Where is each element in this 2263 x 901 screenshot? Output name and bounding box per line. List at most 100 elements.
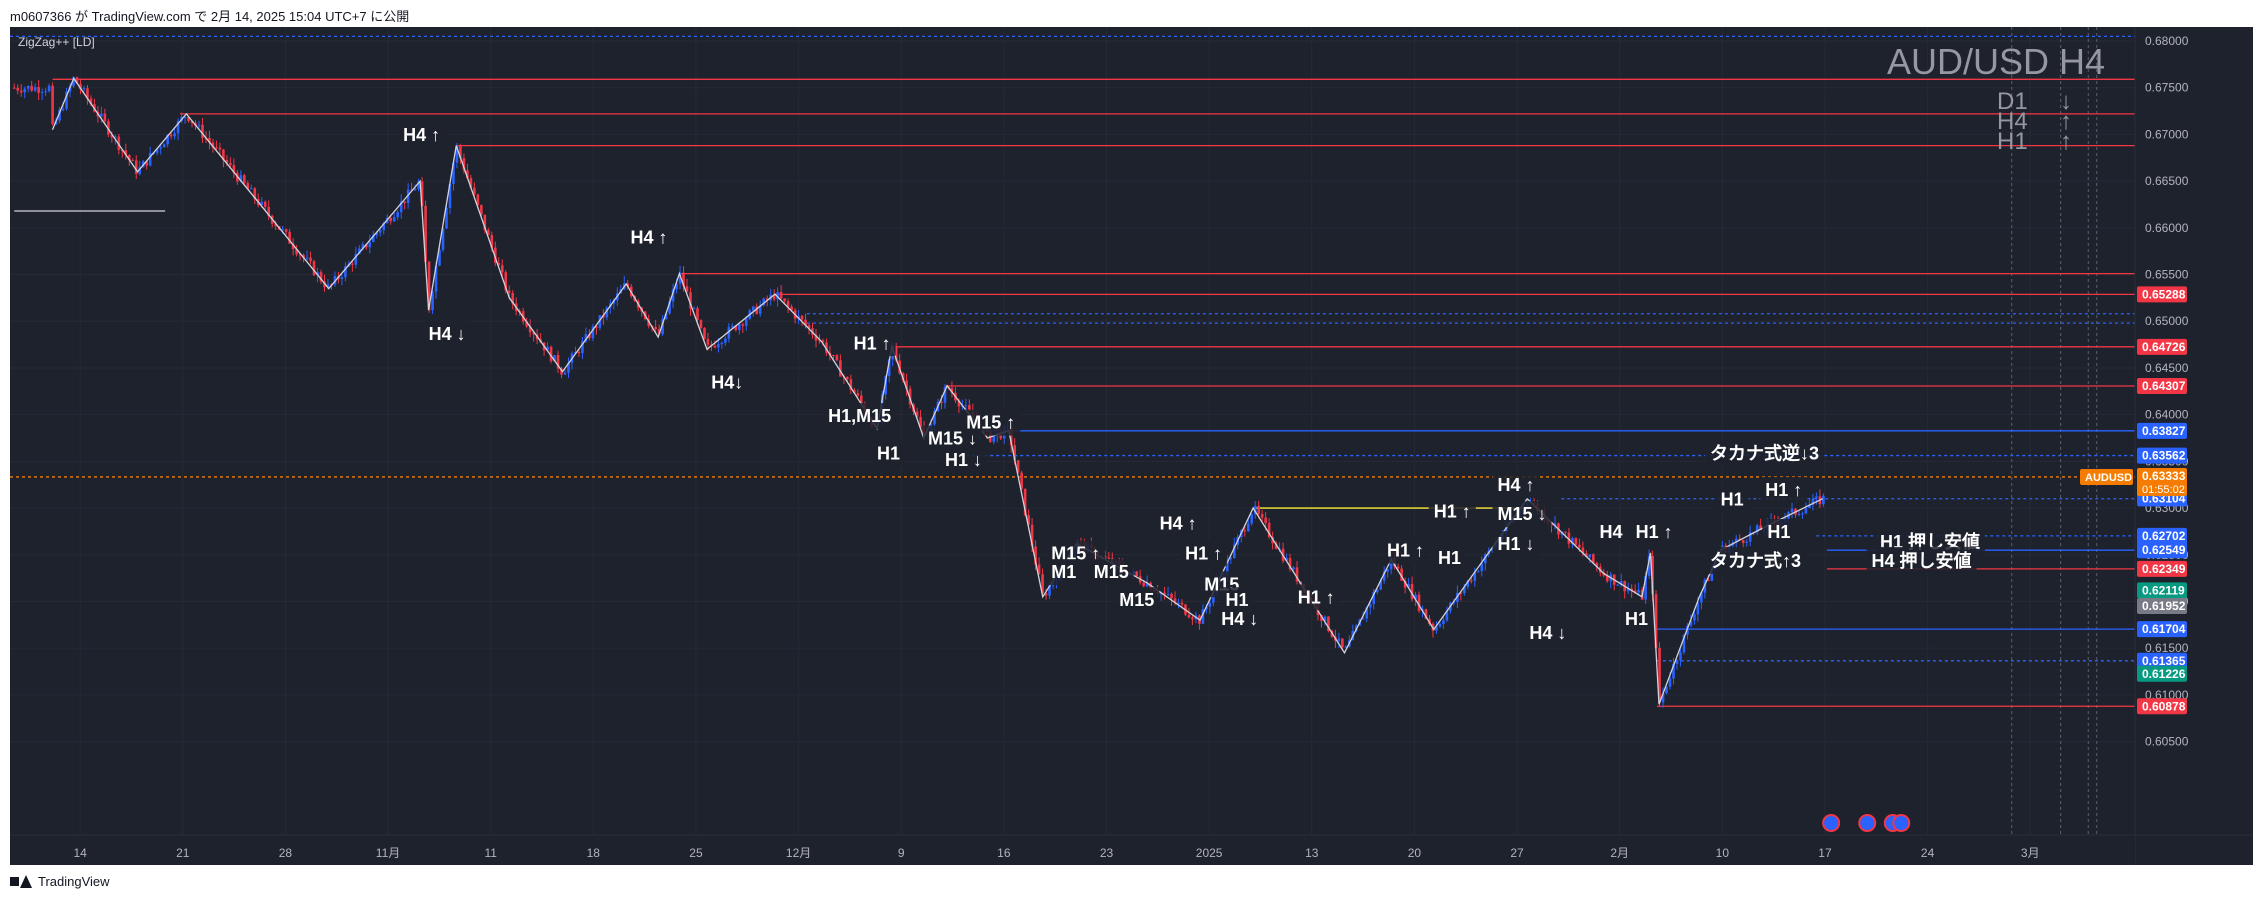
candle-body (1013, 445, 1016, 461)
x-tick-label: 11月 (376, 846, 400, 860)
indicator-label[interactable]: ZigZag++ [LD] (18, 35, 95, 49)
candle-body (58, 109, 61, 121)
candle-body (832, 354, 835, 356)
candle-body (476, 194, 480, 206)
candle-body (511, 292, 515, 304)
candle-body (30, 85, 33, 91)
zigzag-line (51, 77, 1823, 705)
candle-body (1459, 592, 1463, 594)
last-price-label: 0.63333 (2142, 469, 2186, 483)
candle-body (1208, 602, 1212, 607)
candle-body (814, 334, 818, 341)
candle-body (738, 324, 741, 331)
candle-body (1651, 555, 1654, 595)
candle-body (1741, 540, 1745, 543)
candle-body (818, 340, 821, 342)
candle-body (626, 283, 630, 287)
annotation-box (423, 320, 471, 347)
candle-body (82, 88, 86, 90)
candle-body (114, 136, 117, 138)
candle-body (438, 249, 441, 266)
candle-body (358, 248, 361, 254)
candle-body (1257, 505, 1260, 515)
candle-body (392, 217, 396, 222)
candle-body (661, 319, 664, 335)
economic-event-icon[interactable] (1892, 814, 1911, 832)
brand[interactable]: TradingView (10, 874, 110, 889)
symbol-label: AUDUSD (2085, 472, 2132, 484)
trend-arrow: ↑ (2060, 108, 2072, 135)
candle-body (459, 145, 462, 159)
candle-body (368, 242, 372, 248)
x-tick-label: 16 (997, 846, 1011, 860)
candle-body (1811, 498, 1815, 505)
candle-body (678, 272, 682, 284)
candle-body (455, 145, 459, 163)
candle-body (417, 181, 420, 190)
candle-body (783, 298, 786, 302)
price-tag (2137, 542, 2187, 559)
candle-body (1187, 614, 1191, 618)
candle-body (706, 338, 710, 345)
price-tag-label: 0.65288 (2142, 287, 2186, 301)
annotation-box (1524, 619, 1572, 646)
candle-body (1246, 523, 1250, 532)
annotation-label: H1 ↓ (1498, 534, 1535, 554)
candle-body (1605, 575, 1609, 582)
candle-body (1386, 569, 1389, 572)
candle-body (807, 325, 811, 329)
candle-body (1755, 525, 1759, 533)
candle-body (1107, 557, 1111, 559)
candle-body (371, 234, 375, 243)
annotation-label: H4 ↑ (1160, 514, 1197, 534)
candle-body (100, 113, 103, 117)
price-tag (2137, 422, 2187, 439)
candle-body (1476, 571, 1480, 573)
candle-body (493, 247, 497, 263)
candle-body (772, 294, 776, 300)
annotation-label: H1 (1226, 590, 1249, 610)
chart-area[interactable]: H4 ↑ H4 ↓ H4 ↑ H4↓ H1 ↑ H1,M15 H1 M15 ↓ M15 ↑ H1 … (10, 27, 2253, 865)
price-tag-label: 0.61226 (2142, 667, 2186, 681)
candle-body (361, 244, 365, 249)
candle-body (992, 435, 996, 442)
annotation-label: M15 ↑ (1051, 543, 1100, 563)
annotation-box (398, 121, 446, 148)
economic-event-icon[interactable] (1858, 814, 1877, 832)
candle-body (546, 346, 549, 351)
x-tick-label: 17 (1818, 846, 1832, 860)
price-tag (2137, 597, 2187, 614)
price-tag-label: 0.61952 (2142, 599, 2186, 613)
candle-body (79, 83, 82, 90)
candle-body (253, 188, 257, 200)
candle-body (159, 147, 162, 149)
candle-body (1292, 567, 1295, 570)
annotation-box (1715, 486, 1749, 513)
price-tag-label: 0.62349 (2142, 562, 2186, 576)
candle-body (295, 249, 298, 255)
candle-body (103, 113, 107, 122)
candle-body (692, 308, 696, 310)
candle-body (835, 355, 839, 361)
brand-text: TradingView (38, 874, 110, 889)
candle-body (131, 160, 135, 162)
candle-body (1170, 593, 1173, 599)
candle-body (605, 307, 609, 318)
candle-body (406, 189, 410, 204)
candle-body (943, 386, 947, 403)
candle-body (1571, 538, 1574, 544)
y-tick-label: 0.60500 (2145, 735, 2189, 749)
economic-event-icon[interactable] (1822, 814, 1841, 832)
y-tick-label: 0.68000 (2145, 34, 2189, 48)
candle-body (720, 342, 724, 345)
candle-body (44, 91, 47, 93)
candle-body (37, 87, 40, 93)
candle-body (1553, 523, 1557, 526)
candle-body (378, 230, 382, 233)
candle-body (452, 162, 455, 184)
candle-body (1567, 532, 1571, 544)
candle-body (413, 189, 417, 191)
candle-body (560, 368, 563, 375)
candle-body (595, 326, 598, 328)
